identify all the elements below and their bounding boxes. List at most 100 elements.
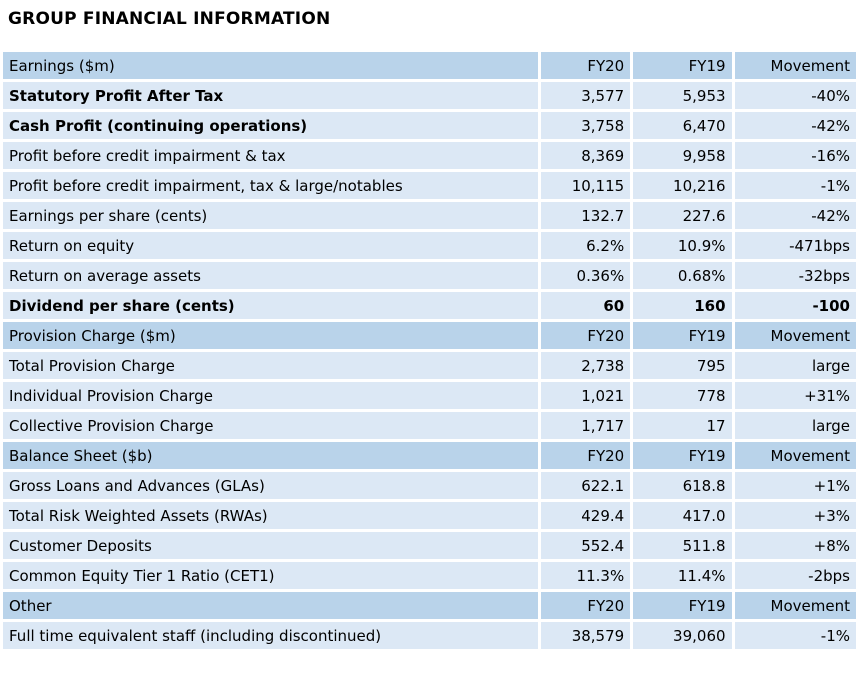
cell-fy19: 11.4% [633, 562, 732, 589]
cell-movement: -1% [734, 622, 856, 649]
cell-movement: -2bps [734, 562, 856, 589]
row-label: Return on average assets [3, 262, 538, 289]
column-header-fy20: FY20 [540, 442, 631, 469]
cell-fy19: 39,060 [633, 622, 732, 649]
cell-fy20: 1,021 [540, 382, 631, 409]
cell-movement: -32bps [734, 262, 856, 289]
table-row: Total Risk Weighted Assets (RWAs) 429.4 41… [3, 502, 856, 529]
table-row: Cash Profit (continuing operations) 3,758… [3, 112, 856, 139]
cell-fy19: 0.68% [633, 262, 732, 289]
financial-table-body: Earnings ($m) FY20 FY19 Movement Statutory P… [3, 52, 856, 649]
cell-movement: large [734, 352, 856, 379]
table-row: Individual Provision Charge 1,021 778 +31% [3, 382, 856, 409]
table-row: Earnings per share (cents) 132.7 227.6 -42% [3, 202, 856, 229]
cell-fy20: 3,758 [540, 112, 631, 139]
table-row: Dividend per share (cents) 60 160 -100 [3, 292, 856, 319]
row-label: Dividend per share (cents) [3, 292, 538, 319]
column-header-movement: Movement [734, 322, 856, 349]
cell-fy19: 417.0 [633, 502, 732, 529]
section-title: Other [3, 592, 538, 619]
row-label: Total Risk Weighted Assets (RWAs) [3, 502, 538, 529]
cell-fy20: 60 [540, 292, 631, 319]
section-title: Balance Sheet ($b) [3, 442, 538, 469]
section-title: Provision Charge ($m) [3, 322, 538, 349]
cell-fy20: 552.4 [540, 532, 631, 559]
column-header-fy19: FY19 [633, 52, 732, 79]
financial-information-table: Earnings ($m) FY20 FY19 Movement Statutory P… [0, 49, 859, 652]
table-row: Common Equity Tier 1 Ratio (CET1) 11.3% 11… [3, 562, 856, 589]
section-header-row: Other FY20 FY19 Movement [3, 592, 856, 619]
cell-fy20: 132.7 [540, 202, 631, 229]
table-row: Return on equity 6.2% 10.9% -471bps [3, 232, 856, 259]
table-row: Statutory Profit After Tax 3,577 5,953 -40% [3, 82, 856, 109]
column-header-fy20: FY20 [540, 322, 631, 349]
cell-fy19: 5,953 [633, 82, 732, 109]
page-title: GROUP FINANCIAL INFORMATION [8, 9, 331, 29]
row-label: Total Provision Charge [3, 352, 538, 379]
cell-movement: -16% [734, 142, 856, 169]
column-header-fy20: FY20 [540, 592, 631, 619]
column-header-movement: Movement [734, 442, 856, 469]
cell-fy19: 511.8 [633, 532, 732, 559]
cell-fy20: 38,579 [540, 622, 631, 649]
cell-fy20: 0.36% [540, 262, 631, 289]
cell-fy20: 8,369 [540, 142, 631, 169]
cell-fy20: 622.1 [540, 472, 631, 499]
column-header-fy19: FY19 [633, 592, 732, 619]
cell-fy20: 10,115 [540, 172, 631, 199]
cell-fy19: 6,470 [633, 112, 732, 139]
cell-fy20: 429.4 [540, 502, 631, 529]
cell-fy19: 10,216 [633, 172, 732, 199]
row-label: Earnings per share (cents) [3, 202, 538, 229]
section-header-row: Earnings ($m) FY20 FY19 Movement [3, 52, 856, 79]
cell-movement: -40% [734, 82, 856, 109]
cell-fy19: 9,958 [633, 142, 732, 169]
column-header-fy19: FY19 [633, 322, 732, 349]
cell-movement: -100 [734, 292, 856, 319]
table-row: Return on average assets 0.36% 0.68% -32bps [3, 262, 856, 289]
cell-fy19: 795 [633, 352, 732, 379]
table-row: Total Provision Charge 2,738 795 large [3, 352, 856, 379]
row-label: Individual Provision Charge [3, 382, 538, 409]
row-label: Profit before credit impairment, tax & l… [3, 172, 538, 199]
row-label: Return on equity [3, 232, 538, 259]
cell-fy19: 10.9% [633, 232, 732, 259]
cell-movement: +3% [734, 502, 856, 529]
table-row: Profit before credit impairment & tax 8,3… [3, 142, 856, 169]
cell-fy19: 618.8 [633, 472, 732, 499]
cell-fy19: 17 [633, 412, 732, 439]
cell-movement: +1% [734, 472, 856, 499]
row-label: Cash Profit (continuing operations) [3, 112, 538, 139]
cell-fy20: 1,717 [540, 412, 631, 439]
cell-movement: -42% [734, 112, 856, 139]
column-header-fy20: FY20 [540, 52, 631, 79]
cell-fy20: 6.2% [540, 232, 631, 259]
cell-movement: -1% [734, 172, 856, 199]
cell-fy19: 227.6 [633, 202, 732, 229]
column-header-fy19: FY19 [633, 442, 732, 469]
row-label: Collective Provision Charge [3, 412, 538, 439]
section-header-row: Balance Sheet ($b) FY20 FY19 Movement [3, 442, 856, 469]
section-title: Earnings ($m) [3, 52, 538, 79]
column-header-movement: Movement [734, 52, 856, 79]
row-label: Full time equivalent staff (including di… [3, 622, 538, 649]
cell-movement: large [734, 412, 856, 439]
cell-fy19: 778 [633, 382, 732, 409]
row-label: Profit before credit impairment & tax [3, 142, 538, 169]
cell-fy20: 3,577 [540, 82, 631, 109]
table-row: Customer Deposits 552.4 511.8 +8% [3, 532, 856, 559]
section-header-row: Provision Charge ($m) FY20 FY19 Movement [3, 322, 856, 349]
row-label: Customer Deposits [3, 532, 538, 559]
table-row: Collective Provision Charge 1,717 17 large [3, 412, 856, 439]
cell-fy19: 160 [633, 292, 732, 319]
row-label: Gross Loans and Advances (GLAs) [3, 472, 538, 499]
cell-fy20: 2,738 [540, 352, 631, 379]
table-row: Gross Loans and Advances (GLAs) 622.1 618.… [3, 472, 856, 499]
cell-movement: -471bps [734, 232, 856, 259]
cell-fy20: 11.3% [540, 562, 631, 589]
table-row: Full time equivalent staff (including di… [3, 622, 856, 649]
row-label: Common Equity Tier 1 Ratio (CET1) [3, 562, 538, 589]
row-label: Statutory Profit After Tax [3, 82, 538, 109]
cell-movement: -42% [734, 202, 856, 229]
cell-movement: +31% [734, 382, 856, 409]
